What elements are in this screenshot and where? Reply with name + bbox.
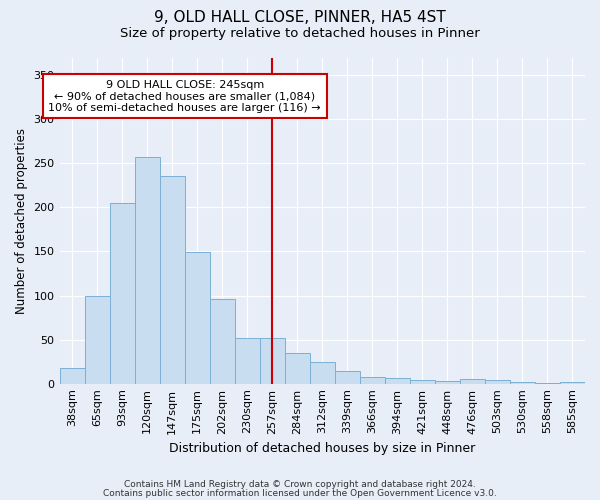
Text: 9 OLD HALL CLOSE: 245sqm
← 90% of detached houses are smaller (1,084)
10% of sem: 9 OLD HALL CLOSE: 245sqm ← 90% of detach… <box>49 80 321 112</box>
Bar <box>435 381 460 384</box>
Bar <box>335 372 360 384</box>
Bar <box>560 382 585 384</box>
Bar <box>85 296 110 384</box>
Bar <box>110 203 134 384</box>
Bar <box>310 362 335 384</box>
Bar <box>535 383 560 384</box>
Bar <box>410 380 435 384</box>
Bar <box>360 376 385 384</box>
Bar <box>59 368 85 384</box>
Bar <box>385 378 410 384</box>
Bar <box>510 382 535 384</box>
Bar <box>160 176 185 384</box>
Bar <box>185 252 209 384</box>
Text: Contains public sector information licensed under the Open Government Licence v3: Contains public sector information licen… <box>103 488 497 498</box>
Y-axis label: Number of detached properties: Number of detached properties <box>15 128 28 314</box>
Bar <box>260 338 285 384</box>
Text: Contains HM Land Registry data © Crown copyright and database right 2024.: Contains HM Land Registry data © Crown c… <box>124 480 476 489</box>
Bar <box>209 299 235 384</box>
Bar <box>235 338 260 384</box>
Text: 9, OLD HALL CLOSE, PINNER, HA5 4ST: 9, OLD HALL CLOSE, PINNER, HA5 4ST <box>154 10 446 25</box>
Bar <box>460 380 485 384</box>
X-axis label: Distribution of detached houses by size in Pinner: Distribution of detached houses by size … <box>169 442 475 455</box>
Bar <box>485 380 510 384</box>
Text: Size of property relative to detached houses in Pinner: Size of property relative to detached ho… <box>120 28 480 40</box>
Bar <box>134 157 160 384</box>
Bar <box>285 353 310 384</box>
